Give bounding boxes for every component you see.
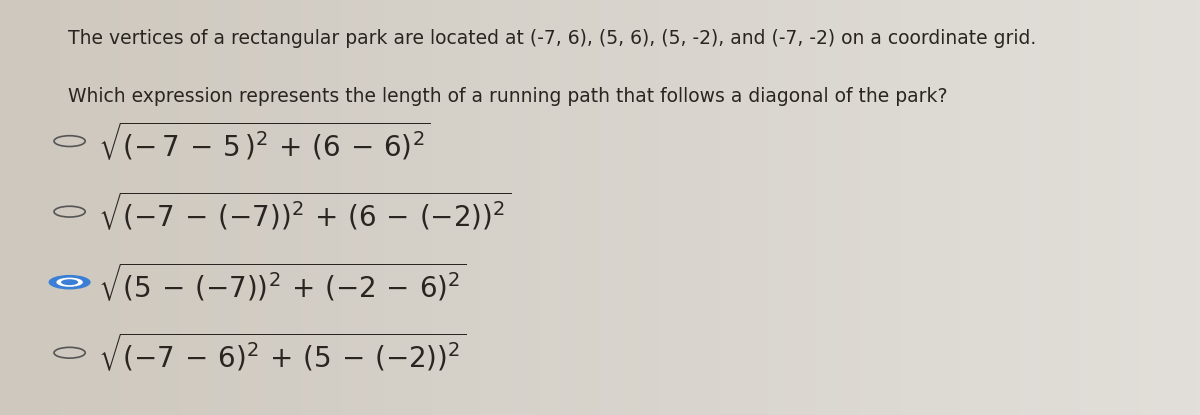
Circle shape (61, 279, 78, 285)
Text: The vertices of a rectangular park are located at (-7, 6), (5, 6), (5, -2), and : The vertices of a rectangular park are l… (68, 29, 1037, 48)
Text: $\sqrt{(5\,-\,(-7))^2\,+\,(-2\,-\,6)^2}$: $\sqrt{(5\,-\,(-7))^2\,+\,(-2\,-\,6)^2}$ (98, 261, 467, 304)
Circle shape (56, 278, 83, 287)
Text: $\sqrt{(-\,7\,-\,5\,)^2\,+\,(6\,-\,6)^2}$: $\sqrt{(-\,7\,-\,5\,)^2\,+\,(6\,-\,6)^2}… (98, 120, 431, 163)
Text: Which expression represents the length of a running path that follows a diagonal: Which expression represents the length o… (68, 87, 948, 106)
Text: $\sqrt{(-7\,-\,6)^2\,+\,(5\,-\,(-2))^2}$: $\sqrt{(-7\,-\,6)^2\,+\,(5\,-\,(-2))^2}$ (98, 331, 467, 374)
Text: $\sqrt{(-7\,-\,(-7))^2\,+\,(6\,-\,(-2))^2}$: $\sqrt{(-7\,-\,(-7))^2\,+\,(6\,-\,(-2))^… (98, 190, 512, 233)
Circle shape (48, 275, 91, 290)
